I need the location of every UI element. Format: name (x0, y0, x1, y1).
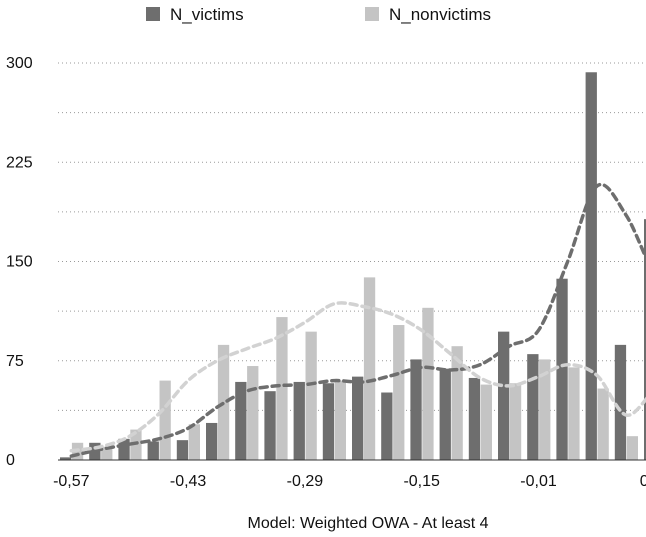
bar-victims (410, 359, 422, 460)
legend-swatch-nonvictims (365, 7, 379, 21)
y-axis-ticks: 0 75 150 225 300 (6, 55, 33, 469)
bar-victims (206, 422, 218, 460)
y-tick-label: 300 (6, 55, 33, 72)
bar-victims (293, 381, 305, 460)
y-tick-label: 150 (6, 254, 33, 271)
bar-nonvictims (393, 325, 405, 460)
legend: N_victims N_nonvictims (146, 5, 491, 24)
bar-nonvictims (159, 380, 171, 460)
bar-victims (468, 377, 481, 460)
bar-victims (118, 438, 130, 460)
bar-nonvictims (451, 346, 463, 460)
x-tick-label: -0,57 (53, 473, 90, 490)
bar-victims (235, 381, 247, 460)
bar-victims (585, 72, 597, 460)
bar-victims (381, 392, 393, 460)
bar-nonvictims (422, 307, 434, 460)
bar-nonvictims (539, 359, 551, 460)
bar-victims (352, 376, 364, 460)
x-tick-label: -0,29 (287, 473, 324, 490)
bar-victims (556, 278, 568, 460)
x-axis-ticks: -0,57-0,43-0,29-0,15-0,010,130,270,410,5… (53, 473, 646, 490)
bar-nonvictims (509, 383, 522, 460)
bar-nonvictims (626, 436, 638, 460)
bar-victims (439, 368, 451, 460)
legend-label-nonvictims: N_nonvictims (389, 5, 491, 24)
bar-victims (322, 383, 335, 460)
bar-victims (527, 354, 539, 460)
bar-nonvictims (188, 424, 200, 460)
bar-victims (60, 457, 72, 460)
y-tick-label: 0 (6, 452, 15, 469)
trendline-nonvictims (69, 301, 646, 453)
bars (60, 72, 646, 460)
x-tick-label: -0,15 (403, 473, 440, 490)
y-tick-label: 75 (6, 353, 24, 370)
x-axis-label: Model: Weighted OWA - At least 4 (248, 515, 489, 532)
x-tick-label: -0,01 (520, 473, 557, 490)
bar-victims (264, 391, 276, 460)
bar-victims (176, 440, 189, 460)
bar-nonvictims (101, 446, 113, 460)
bar-nonvictims (305, 331, 317, 460)
x-tick-label: -0,43 (170, 473, 207, 490)
x-tick-label: 0,13 (640, 473, 646, 490)
legend-label-victims: N_victims (170, 5, 244, 24)
bar-victims (644, 219, 646, 460)
legend-swatch-victims (146, 7, 160, 21)
bar-victims (147, 441, 159, 460)
bar-nonvictims (276, 317, 288, 460)
bar-victims (498, 331, 510, 460)
bar-nonvictims (363, 277, 376, 460)
trendline-victims (69, 182, 646, 458)
bar-nonvictims (247, 366, 259, 460)
bar-victims (614, 344, 627, 460)
bar-nonvictims (597, 388, 609, 460)
bar-nonvictims (334, 380, 346, 460)
bar-nonvictims (568, 367, 580, 460)
bar-nonvictims (480, 384, 492, 460)
trendlines (69, 182, 646, 458)
y-tick-label: 225 (6, 154, 33, 171)
